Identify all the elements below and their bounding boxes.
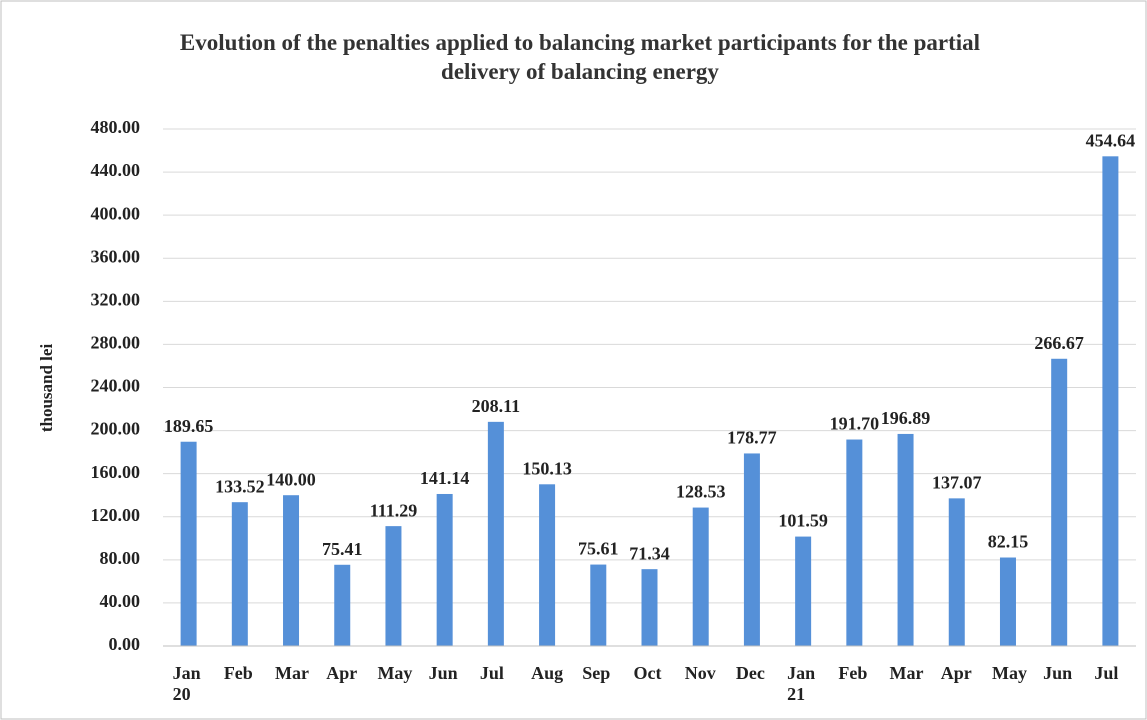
bar (231, 502, 248, 646)
bar (948, 498, 965, 646)
y-tick-label: 360.00 (91, 246, 141, 266)
x-tick-label: Jan 21 (787, 663, 816, 704)
bar (487, 421, 504, 646)
bar (795, 536, 812, 646)
y-tick-label: 240.00 (91, 376, 141, 396)
x-tick-label: Mar (275, 663, 309, 683)
x-tick-label: May (377, 663, 413, 683)
bar (180, 441, 197, 646)
bar (743, 453, 760, 646)
value-label: 266.67 (1034, 333, 1084, 353)
x-tick-label: Feb (223, 663, 253, 683)
bar (539, 484, 556, 646)
x-tick-label: Aug (531, 663, 564, 683)
bar (334, 564, 351, 646)
x-tick-label: Feb (838, 663, 868, 683)
value-label: 178.77 (727, 428, 777, 448)
value-label: 75.61 (578, 539, 619, 559)
value-label: 454.64 (1086, 130, 1136, 150)
y-tick-label: 120.00 (91, 505, 141, 525)
y-tick-label: 0.00 (109, 634, 141, 654)
x-tick-label: Sep (582, 663, 611, 683)
x-tick-label: Nov (684, 663, 716, 683)
x-tick-label: Jul (479, 663, 504, 683)
chart-title: Evolution of the penalties applied to ba… (179, 30, 981, 84)
value-label: 141.14 (420, 468, 470, 488)
y-tick-label: 400.00 (91, 203, 141, 223)
y-tick-label: 160.00 (91, 462, 141, 482)
y-tick-label: 200.00 (91, 419, 141, 439)
value-label: 137.07 (932, 472, 982, 492)
value-label: 111.29 (370, 500, 418, 520)
value-label: 71.34 (629, 543, 670, 563)
value-label: 82.15 (988, 532, 1029, 552)
value-label: 101.59 (778, 511, 828, 531)
y-tick-label: 320.00 (91, 289, 141, 309)
bar (436, 493, 453, 646)
x-tick-label: Dec (735, 663, 765, 683)
bar (385, 526, 402, 646)
value-label: 150.13 (522, 458, 572, 478)
value-label: 128.53 (676, 482, 726, 502)
x-tick-label: Jun (1043, 663, 1073, 683)
bar (1051, 358, 1068, 646)
bar (1102, 156, 1119, 647)
x-tick-label: Jul (1094, 663, 1119, 683)
y-tick-label: 280.00 (91, 333, 141, 353)
y-axis-label: thousand lei (37, 344, 56, 433)
x-tick-label: Apr (940, 663, 972, 683)
value-label: 75.41 (322, 539, 363, 559)
x-tick-label: May (991, 663, 1027, 683)
y-tick-label: 440.00 (91, 160, 141, 180)
bar (283, 495, 300, 646)
value-label: 196.89 (881, 408, 931, 428)
bar (590, 564, 607, 646)
bar (692, 507, 709, 646)
x-tick-label: Jan 20 (172, 663, 201, 704)
x-tick-label: Jun (428, 663, 458, 683)
bar (641, 569, 658, 646)
value-label: 189.65 (164, 416, 214, 436)
y-tick-label: 480.00 (91, 117, 141, 137)
x-tick-label: Mar (889, 663, 924, 683)
y-tick-label: 40.00 (100, 591, 141, 611)
value-label: 208.11 (472, 396, 521, 416)
value-label: 140.00 (266, 469, 316, 489)
value-label: 191.70 (830, 414, 880, 434)
bar (999, 557, 1016, 646)
bar (846, 439, 863, 646)
bar (897, 433, 914, 646)
x-tick-label: Oct (633, 663, 662, 683)
y-tick-label: 80.00 (100, 548, 141, 568)
value-label: 133.52 (215, 476, 265, 496)
x-tick-label: Apr (326, 663, 358, 683)
